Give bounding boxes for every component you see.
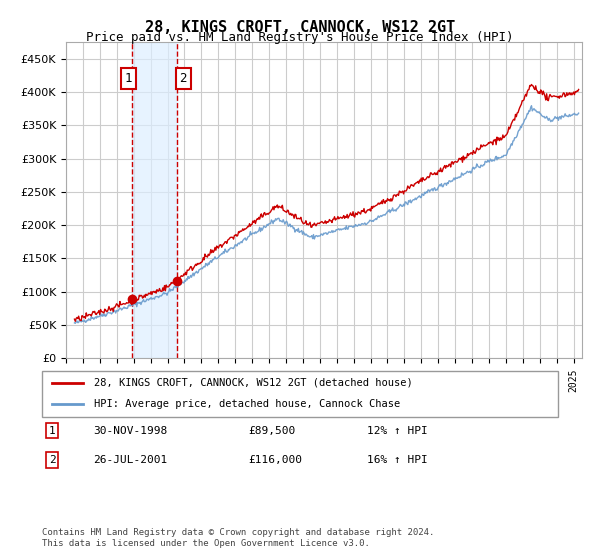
Text: 28, KINGS CROFT, CANNOCK, WS12 2GT: 28, KINGS CROFT, CANNOCK, WS12 2GT bbox=[145, 20, 455, 35]
Text: 26-JUL-2001: 26-JUL-2001 bbox=[94, 455, 168, 465]
Text: 12% ↑ HPI: 12% ↑ HPI bbox=[367, 426, 428, 436]
FancyBboxPatch shape bbox=[42, 371, 558, 417]
Text: £89,500: £89,500 bbox=[248, 426, 296, 436]
Text: 2: 2 bbox=[179, 72, 187, 85]
Text: 16% ↑ HPI: 16% ↑ HPI bbox=[367, 455, 428, 465]
Text: 30-NOV-1998: 30-NOV-1998 bbox=[94, 426, 168, 436]
Bar bbox=[133, 42, 177, 358]
Text: 28, KINGS CROFT, CANNOCK, WS12 2GT (detached house): 28, KINGS CROFT, CANNOCK, WS12 2GT (deta… bbox=[94, 378, 412, 388]
Text: 1: 1 bbox=[49, 426, 56, 436]
Text: HPI: Average price, detached house, Cannock Chase: HPI: Average price, detached house, Cann… bbox=[94, 399, 400, 409]
Text: 1: 1 bbox=[124, 72, 132, 85]
Text: Contains HM Land Registry data © Crown copyright and database right 2024.
This d: Contains HM Land Registry data © Crown c… bbox=[42, 528, 434, 548]
Text: Price paid vs. HM Land Registry's House Price Index (HPI): Price paid vs. HM Land Registry's House … bbox=[86, 31, 514, 44]
Text: 2: 2 bbox=[49, 455, 56, 465]
Text: £116,000: £116,000 bbox=[248, 455, 302, 465]
